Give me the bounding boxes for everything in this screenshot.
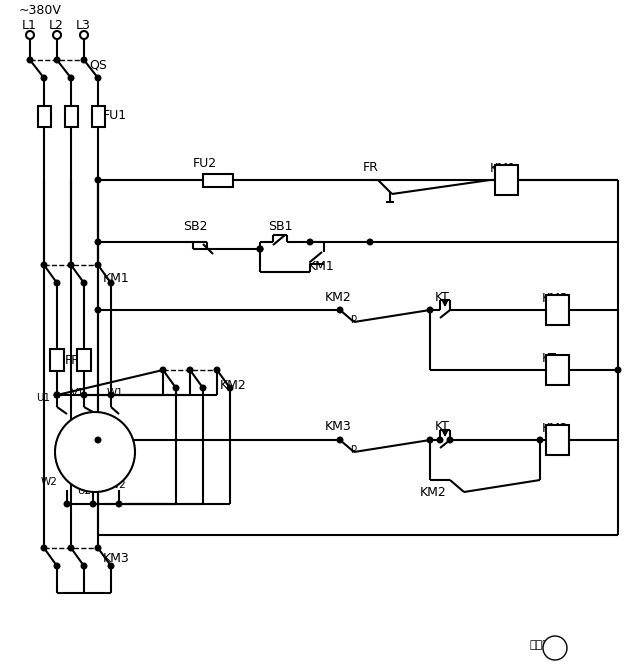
- Text: V1: V1: [71, 388, 85, 398]
- Text: ~: ~: [89, 433, 101, 447]
- Circle shape: [543, 636, 567, 660]
- Circle shape: [337, 307, 343, 313]
- Bar: [495, 165, 518, 195]
- Text: FR: FR: [65, 354, 81, 366]
- Bar: [547, 355, 570, 385]
- Circle shape: [41, 262, 47, 268]
- Text: FU1: FU1: [103, 108, 127, 122]
- Circle shape: [95, 262, 101, 268]
- Circle shape: [116, 501, 122, 507]
- Circle shape: [615, 367, 621, 373]
- Text: KM1: KM1: [308, 259, 335, 273]
- Text: 技成培训: 技成培训: [530, 640, 557, 650]
- Text: KM1: KM1: [490, 162, 516, 174]
- Circle shape: [227, 385, 233, 391]
- Circle shape: [95, 307, 101, 313]
- Circle shape: [53, 31, 61, 39]
- Circle shape: [54, 392, 60, 398]
- Circle shape: [68, 75, 74, 81]
- Text: KT: KT: [435, 420, 450, 434]
- Circle shape: [81, 392, 87, 398]
- Circle shape: [307, 239, 313, 245]
- Circle shape: [95, 239, 101, 245]
- Circle shape: [55, 412, 135, 492]
- Text: KM2: KM2: [542, 422, 569, 434]
- Circle shape: [427, 437, 433, 443]
- Text: FR: FR: [363, 160, 379, 174]
- Circle shape: [41, 75, 47, 81]
- Circle shape: [437, 437, 443, 443]
- Text: L1: L1: [22, 19, 37, 31]
- Circle shape: [90, 501, 96, 507]
- Circle shape: [54, 57, 60, 63]
- Bar: [77, 349, 91, 371]
- Circle shape: [337, 437, 343, 443]
- Text: FU2: FU2: [193, 156, 217, 170]
- Text: KM3: KM3: [542, 291, 569, 305]
- Circle shape: [200, 385, 206, 391]
- Text: L3: L3: [76, 19, 91, 31]
- Circle shape: [95, 75, 101, 81]
- Text: L2: L2: [49, 19, 64, 31]
- Circle shape: [95, 437, 101, 443]
- Text: KM1: KM1: [103, 271, 130, 285]
- Bar: [38, 106, 51, 126]
- Circle shape: [108, 563, 114, 569]
- Circle shape: [108, 392, 114, 398]
- Circle shape: [26, 31, 34, 39]
- Circle shape: [81, 57, 87, 63]
- Circle shape: [187, 367, 193, 373]
- Circle shape: [28, 57, 33, 63]
- Text: KT: KT: [435, 291, 450, 303]
- Circle shape: [68, 545, 74, 551]
- Circle shape: [54, 563, 60, 569]
- Text: U2: U2: [77, 486, 91, 496]
- Circle shape: [214, 367, 220, 373]
- Circle shape: [81, 563, 87, 569]
- Text: KM2: KM2: [420, 485, 447, 499]
- Text: KT: KT: [542, 352, 557, 364]
- Circle shape: [54, 280, 60, 286]
- Text: SB1: SB1: [268, 219, 292, 233]
- Circle shape: [81, 280, 87, 286]
- Circle shape: [108, 280, 114, 286]
- Circle shape: [257, 246, 263, 252]
- Text: W2: W2: [41, 477, 58, 487]
- Circle shape: [95, 545, 101, 551]
- Circle shape: [54, 392, 60, 398]
- Circle shape: [427, 307, 433, 313]
- Text: SB2: SB2: [183, 219, 207, 233]
- Text: p: p: [350, 313, 356, 323]
- Text: ~380V: ~380V: [19, 3, 62, 17]
- Text: KM3: KM3: [103, 551, 130, 565]
- Circle shape: [64, 501, 70, 507]
- Text: KM3: KM3: [325, 420, 352, 434]
- Bar: [92, 106, 104, 126]
- Bar: [547, 295, 570, 325]
- Text: KM2: KM2: [220, 378, 247, 392]
- Circle shape: [41, 545, 47, 551]
- Circle shape: [160, 367, 166, 373]
- Text: M: M: [88, 443, 102, 461]
- Bar: [547, 425, 570, 455]
- Circle shape: [173, 385, 179, 391]
- Circle shape: [367, 239, 372, 245]
- Text: W1: W1: [107, 388, 124, 398]
- Text: KM2: KM2: [325, 291, 352, 303]
- Circle shape: [80, 31, 88, 39]
- Circle shape: [95, 177, 101, 183]
- Circle shape: [537, 437, 543, 443]
- Circle shape: [257, 246, 263, 252]
- Bar: [50, 349, 64, 371]
- Text: QS: QS: [89, 59, 107, 72]
- Text: p: p: [350, 443, 356, 453]
- Text: V2: V2: [113, 480, 127, 490]
- Circle shape: [68, 262, 74, 268]
- Bar: [65, 106, 77, 126]
- Text: U1: U1: [36, 393, 50, 403]
- Bar: [203, 174, 233, 186]
- Circle shape: [447, 437, 452, 443]
